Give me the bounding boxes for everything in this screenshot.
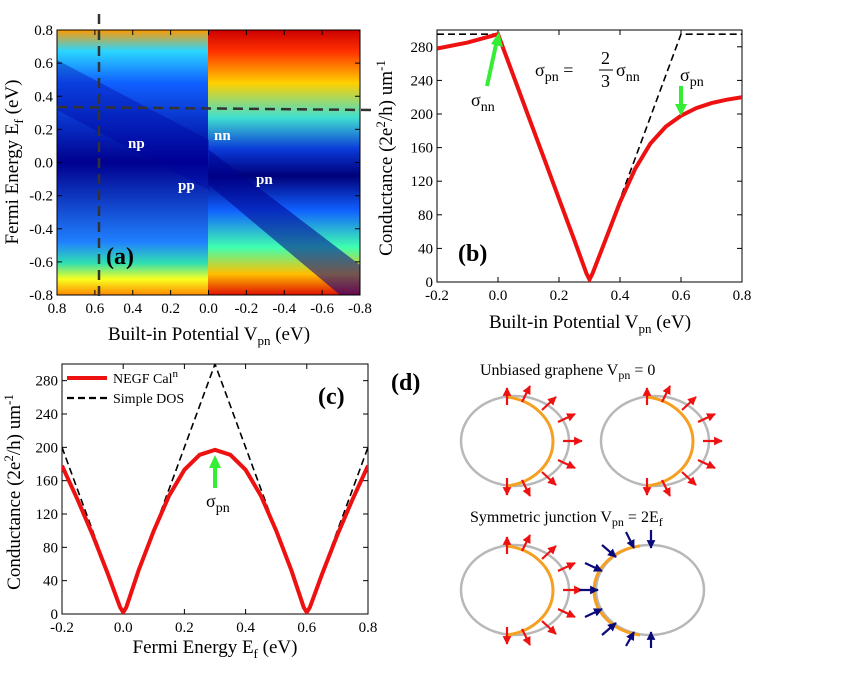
x-tick-label: 0.8 [359,620,378,636]
green-arrowhead-pn-c [209,455,221,468]
series-simple-dos-b [437,33,742,282]
panel-label-b: (b) [458,241,487,267]
x-tick-label: 0.8 [733,288,752,304]
x-tick-label: 0.6 [297,620,316,636]
region-nn: nn [214,128,231,144]
x-tick-label: 0.4 [123,301,142,317]
x-tick-label: 0.8 [48,301,67,317]
y-tick-label: 0.2 [34,122,53,138]
x-tick-label: -0.8 [348,301,372,317]
svg-text:σnn: σnn [616,60,640,85]
x-tick-label: 0.0 [199,301,218,317]
x-axis-label-c: Fermi Energy Ef (eV) [133,637,298,661]
y-tick-label: 80 [43,540,58,556]
x-tick-label: 0.0 [114,620,133,636]
dashed-hline [56,105,373,112]
sigma-nn-label: σnn [471,90,495,115]
x-tick-label: 0.6 [672,288,691,304]
x-axis-label-b: Built-in Potential Vpn (eV) [489,312,691,336]
y-tick-label: 0.8 [34,23,53,39]
equation: σpn = 2 3 σnn [535,48,640,91]
green-arrow-nn [485,39,499,87]
x-tick-label: 0.2 [161,301,180,317]
cone-bottom-left [459,534,583,646]
cone-top-right [599,385,723,497]
y-tick-label: 200 [411,107,434,123]
svg-text:σpn =: σpn = [535,60,573,85]
legend-label-dos: Simple DOS [113,392,184,407]
panel-d: (d) Unbiased graphene Vpn = 0 Symmetric … [391,362,723,648]
title-symmetric: Symmetric junction Vpn = 2Ef [470,509,663,529]
y-tick-label: 160 [411,141,434,157]
legend-label-negf: NEGF Caln [113,368,179,387]
region-np: np [128,136,145,152]
y-tick-label: -0.8 [29,288,53,304]
y-tick-label: 200 [36,440,59,456]
y-tick-label: 40 [43,574,58,590]
y-tick-label: 0.6 [34,56,53,72]
y-tick-label: 120 [36,507,59,523]
panel-label-a: (a) [106,244,134,270]
y-tick-label: 0 [51,607,59,623]
y-tick-label: -0.2 [29,189,53,205]
x-tick-label: 0.0 [489,288,508,304]
x-tick-label: -0.2 [50,620,74,636]
y-tick-label: 240 [36,407,59,423]
sigma-pn-label-b: σpn [680,65,704,90]
y-tick-label: 0.0 [34,156,53,172]
x-tick-label: -0.6 [310,301,334,317]
green-arrowhead-nn [491,32,503,47]
panel-label-d: (d) [391,370,420,396]
cone-top-left [459,385,583,497]
x-tick-label: 0.4 [611,288,630,304]
series-negf-b [437,31,742,282]
x-tick-label: -0.4 [272,301,296,317]
series-negf-c [62,447,368,614]
y-tick-label: 280 [411,40,434,56]
x-tick-label: 0.6 [86,301,105,317]
heatmap [57,30,360,295]
region-pp: pp [178,178,195,194]
x-tick-label: -0.2 [425,288,449,304]
legend: NEGF Caln Simple DOS [67,368,184,407]
y-tick-label: 240 [411,73,434,89]
y-tick-label: 0 [426,275,434,291]
x-tick-label: 0.4 [236,620,255,636]
y-axis-label-a: Fermi Energy Ef (eV) [2,80,26,245]
cone-bottom-right [579,530,706,648]
title-unbiased: Unbiased graphene Vpn = 0 [480,362,655,382]
y-tick-label: 0.4 [34,89,53,105]
y-axis-label-b: Conductance (2e2/h) um-1 [373,60,397,256]
panel-label-c: (c) [318,384,345,410]
y-tick-label: 120 [411,174,434,190]
y-tick-label: 280 [36,374,59,390]
y-tick-label: 80 [418,208,433,224]
y-tick-label: 40 [418,241,433,257]
y-tick-label: -0.4 [29,222,53,238]
green-arrowhead-pn-b [675,104,687,116]
y-axis-label-c: Conductance (2e2/h) um-1 [1,394,25,590]
panel-c: -0.2 0.0 0.2 0.4 0.6 0.804080120160200240280 … [1,363,378,661]
y-tick-label: -0.6 [29,255,53,271]
x-tick-label: 0.2 [550,288,569,304]
panel-a: 0.8 0.6 0.4 0.2 0.0 -0.2 -0.4 -0.6 -0.8-0.8-0.6-… [2,14,373,348]
svg-text:2: 2 [601,48,610,68]
y-tick-label: 160 [36,474,59,490]
panel-b: -0.2 0.0 0.2 0.4 0.6 0.804080120160200240280 … [373,29,752,336]
svg-text:3: 3 [601,71,610,91]
x-tick-label: -0.2 [235,301,259,317]
x-tick-label: 0.2 [175,620,194,636]
region-pn: pn [256,172,273,188]
x-axis-label-a: Built-in Potential Vpn (eV) [108,324,310,348]
sigma-pn-label-c: σpn [206,491,230,516]
